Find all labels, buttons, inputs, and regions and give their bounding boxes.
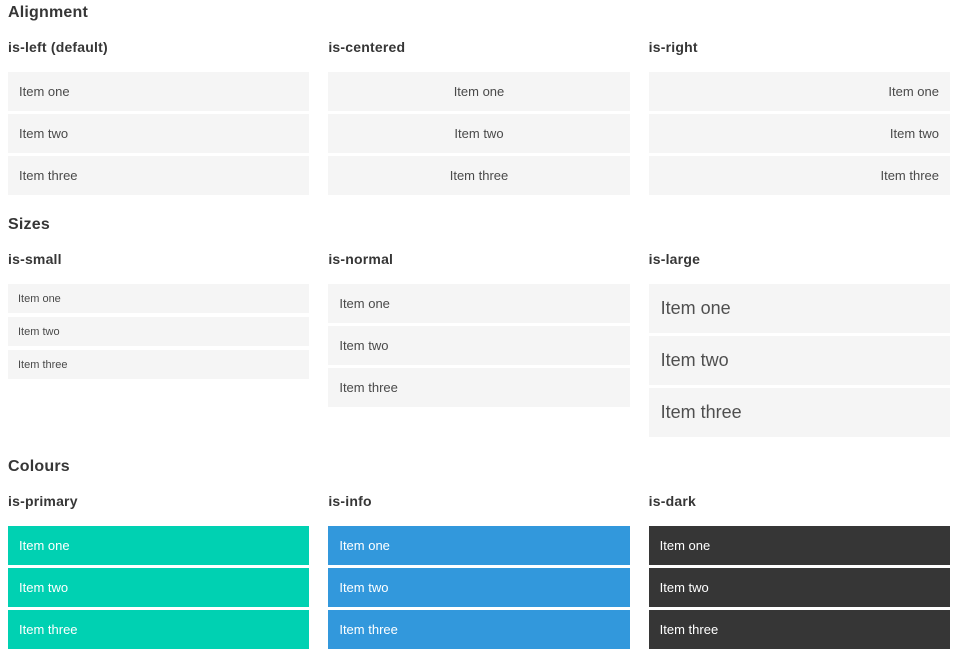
column-heading-is-right: is-right [648, 39, 698, 55]
list-item[interactable]: Item two [328, 114, 630, 153]
list-item[interactable]: Item one [8, 284, 310, 313]
column-heading-is-dark: is-dark [648, 493, 696, 509]
list-item[interactable]: Item three [648, 156, 950, 195]
demo-column-is-large: is-large Item one Item two Item three [648, 251, 950, 437]
demo-column-is-right: is-right Item one Item two Item three [648, 39, 950, 195]
list-item[interactable]: Item two [8, 317, 310, 346]
list-item[interactable]: Item three [648, 388, 950, 437]
list-item[interactable]: Item one [328, 72, 630, 111]
list-item[interactable]: Item two [648, 568, 950, 607]
list-is-small: Item one Item two Item three [8, 284, 310, 379]
list-item[interactable]: Item three [8, 156, 310, 195]
list-item[interactable]: Item two [328, 326, 630, 365]
demo-column-is-dark: is-dark Item one Item two Item three [648, 493, 950, 649]
list-item[interactable]: Item three [328, 368, 630, 407]
list-item[interactable]: Item three [8, 350, 310, 379]
section-alignment: Alignment is-left (default) Item one Ite… [8, 4, 950, 195]
list-item[interactable]: Item three [328, 610, 630, 649]
list-item[interactable]: Item one [648, 72, 950, 111]
list-is-left: Item one Item two Item three [8, 72, 310, 195]
demo-column-is-left: is-left (default) Item one Item two Item… [8, 39, 310, 195]
column-heading-is-primary: is-primary [8, 493, 78, 509]
colours-columns: is-primary Item one Item two Item three … [8, 494, 950, 649]
list-item[interactable]: Item three [328, 156, 630, 195]
sizes-columns: is-small Item one Item two Item three is… [8, 252, 950, 437]
demo-column-is-small: is-small Item one Item two Item three [8, 251, 310, 379]
demo-column-is-normal: is-normal Item one Item two Item three [328, 251, 630, 407]
alignment-columns: is-left (default) Item one Item two Item… [8, 40, 950, 195]
list-is-dark: Item one Item two Item three [648, 526, 950, 649]
column-heading-is-left: is-left (default) [8, 39, 108, 55]
list-item[interactable]: Item one [8, 526, 310, 565]
list-item[interactable]: Item one [648, 526, 950, 565]
demo-column-is-centered: is-centered Item one Item two Item three [328, 39, 630, 195]
list-item[interactable]: Item two [8, 114, 310, 153]
demo-column-is-primary: is-primary Item one Item two Item three [8, 493, 310, 649]
section-title-alignment: Alignment [8, 4, 89, 21]
list-is-large: Item one Item two Item three [648, 284, 950, 437]
section-colours: Colours is-primary Item one Item two Ite… [8, 458, 950, 649]
section-sizes: Sizes is-small Item one Item two Item th… [8, 216, 950, 437]
list-item[interactable]: Item three [648, 610, 950, 649]
list-is-normal: Item one Item two Item three [328, 284, 630, 407]
section-title-colours: Colours [8, 458, 70, 475]
column-heading-is-small: is-small [8, 251, 62, 267]
list-is-centered: Item one Item two Item three [328, 72, 630, 195]
demo-column-is-info: is-info Item one Item two Item three [328, 493, 630, 649]
list-item[interactable]: Item one [328, 284, 630, 323]
list-is-primary: Item one Item two Item three [8, 526, 310, 649]
list-is-info: Item one Item two Item three [328, 526, 630, 649]
list-item[interactable]: Item two [8, 568, 310, 607]
list-is-right: Item one Item two Item three [648, 72, 950, 195]
column-heading-is-info: is-info [328, 493, 372, 509]
list-item[interactable]: Item two [328, 568, 630, 607]
list-item[interactable]: Item three [8, 610, 310, 649]
list-item[interactable]: Item one [8, 72, 310, 111]
column-heading-is-normal: is-normal [328, 251, 394, 267]
list-item[interactable]: Item two [648, 336, 950, 385]
list-item[interactable]: Item two [648, 114, 950, 153]
list-item[interactable]: Item one [328, 526, 630, 565]
column-heading-is-centered: is-centered [328, 39, 406, 55]
list-item[interactable]: Item one [648, 284, 950, 333]
column-heading-is-large: is-large [648, 251, 701, 267]
section-title-sizes: Sizes [8, 216, 50, 233]
